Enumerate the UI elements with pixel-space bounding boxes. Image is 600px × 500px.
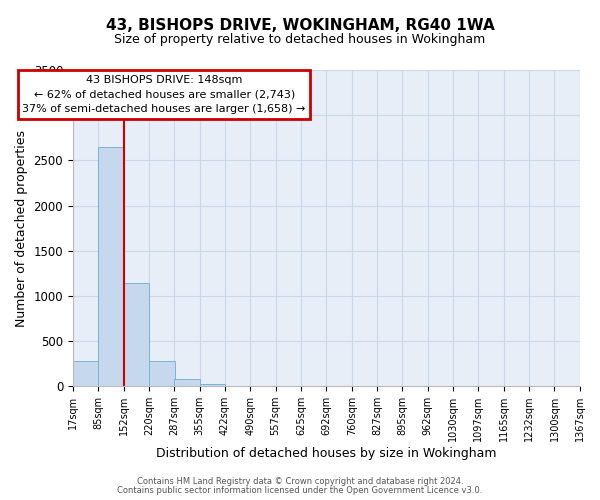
Y-axis label: Number of detached properties: Number of detached properties bbox=[15, 130, 28, 326]
Bar bbox=[73, 361, 98, 386]
Bar bbox=[149, 361, 175, 386]
Text: 43, BISHOPS DRIVE, WOKINGHAM, RG40 1WA: 43, BISHOPS DRIVE, WOKINGHAM, RG40 1WA bbox=[106, 18, 494, 32]
Text: Contains HM Land Registry data © Crown copyright and database right 2024.: Contains HM Land Registry data © Crown c… bbox=[137, 477, 463, 486]
Bar bbox=[174, 380, 200, 386]
Bar bbox=[98, 147, 124, 386]
Text: Contains public sector information licensed under the Open Government Licence v3: Contains public sector information licen… bbox=[118, 486, 482, 495]
Bar bbox=[200, 384, 225, 386]
Text: Size of property relative to detached houses in Wokingham: Size of property relative to detached ho… bbox=[115, 32, 485, 46]
Text: 43 BISHOPS DRIVE: 148sqm
← 62% of detached houses are smaller (2,743)
37% of sem: 43 BISHOPS DRIVE: 148sqm ← 62% of detach… bbox=[22, 74, 306, 114]
X-axis label: Distribution of detached houses by size in Wokingham: Distribution of detached houses by size … bbox=[156, 447, 497, 460]
Bar bbox=[124, 283, 149, 386]
